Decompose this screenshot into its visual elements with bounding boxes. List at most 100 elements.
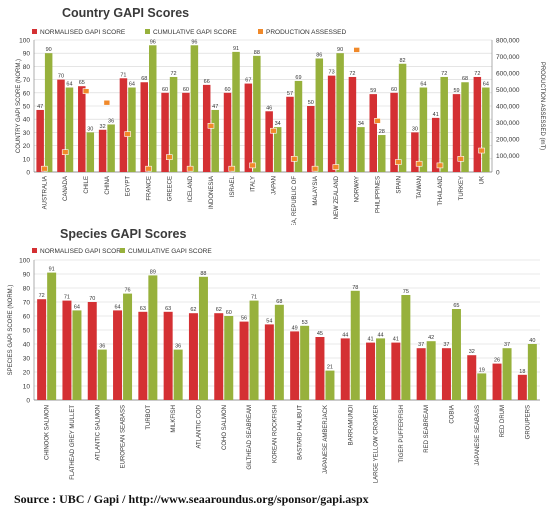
data-label: 60 — [162, 87, 168, 93]
x-tick-label: TAIWAN — [417, 176, 423, 199]
y-tick-label: 10 — [23, 384, 31, 391]
y-tick-label: 10 — [23, 156, 31, 163]
country-gapi-chart: 0 10 20 30 40 50 60 70 80 90 100 0 100,000 200,000 300… — [16, 29, 545, 225]
source-credit: Source : UBC / Gapi / http://www.seaarou… — [14, 492, 369, 506]
legend-label: CUMULATIVE GAPI SCORE — [153, 29, 237, 36]
marker-production-iceland — [186, 165, 194, 172]
data-label: 18 — [519, 369, 525, 375]
bar-normalised-canada — [57, 79, 65, 172]
y2-tick-label: 300,000 — [496, 120, 520, 127]
bar-normalised-barramundi — [340, 338, 350, 400]
x-tick-label: GROUPERS — [525, 405, 531, 439]
bar-cumulative-italy — [253, 55, 261, 173]
y2-tick-label: 400,000 — [496, 104, 520, 111]
bar-cumulative-greece — [169, 76, 178, 172]
data-label: 36 — [175, 344, 181, 350]
bar-cumulative-bastard-halibut — [300, 325, 310, 400]
bar-cumulative-tiger-pufferfish — [401, 295, 411, 400]
data-label: 64 — [129, 82, 135, 88]
y-tick-label: 100 — [19, 258, 30, 265]
y-tick-label: 80 — [23, 64, 31, 71]
x-tick-label: FLATHEAD GREY MULLET — [70, 405, 76, 480]
data-label: 54 — [266, 318, 272, 324]
data-label: 90 — [337, 47, 343, 53]
data-label: 65 — [79, 80, 85, 86]
y-tick-label: 30 — [23, 130, 31, 137]
marker-production-israel — [228, 165, 236, 172]
bar-normalised-israel — [223, 92, 232, 172]
x-tick-label: TURKEY — [459, 176, 465, 200]
bar-cumulative-malaysia — [315, 58, 324, 173]
x-tick-label: BASTARD HALIBUT — [298, 405, 304, 460]
data-label: 36 — [99, 344, 105, 350]
data-label: 21 — [327, 365, 333, 371]
y-tick-label: 50 — [23, 328, 31, 335]
data-label: 71 — [120, 72, 126, 78]
bar-normalised-chile — [78, 86, 86, 172]
bar-cumulative-korea-republic-of — [294, 80, 303, 172]
x-tick-label: JAPANESE AMBERJACK — [323, 405, 329, 474]
data-label: 90 — [46, 47, 52, 53]
x-tick-label: CHILE — [84, 176, 90, 194]
bar-normalised-flathead-grey-mullet — [62, 300, 72, 400]
data-label: 60 — [183, 87, 189, 93]
y2-tick-label: 0 — [496, 170, 500, 177]
y-tick-label: 0 — [26, 170, 30, 177]
data-label: 32 — [469, 349, 475, 355]
data-label: 78 — [352, 285, 358, 291]
bar-normalised-egypt — [119, 78, 128, 172]
data-label: 62 — [190, 307, 196, 313]
data-label: 56 — [241, 316, 247, 322]
bar-cumulative-indonesia — [211, 109, 219, 172]
data-label: 49 — [292, 325, 298, 331]
marker-production-spain — [395, 159, 402, 165]
marker-production-turkey — [457, 156, 465, 162]
data-label: 73 — [329, 70, 335, 76]
legend-label: NORMALISED GAPI SCORE — [40, 248, 126, 255]
bar-cumulative-barramundi — [350, 290, 360, 400]
x-tick-label: RED DRUM — [500, 405, 506, 437]
bar-normalised-atlantic-cod — [188, 313, 198, 400]
data-label: 64 — [114, 304, 120, 310]
data-label: 32 — [100, 124, 106, 130]
y-tick-label: 80 — [23, 286, 31, 293]
bar-cumulative-egypt — [128, 87, 136, 172]
bar-cumulative-korean-rockfish — [274, 304, 284, 400]
x-tick-label: COBIA — [449, 405, 455, 424]
data-label: 96 — [191, 39, 197, 45]
x-tick-label: GILTHEAD SEABREAM — [247, 405, 253, 470]
bar-cumulative-japanese-seabass — [477, 373, 487, 400]
x-tick-label: INDONESIA — [209, 176, 215, 209]
bar-normalised-japan — [265, 111, 273, 172]
bar-normalised-italy — [244, 83, 253, 172]
bar-cumulative-turbot — [148, 275, 158, 400]
x-tick-label: MILKFISH — [171, 405, 177, 433]
legend-label: CUMULATIVE GAPI SCORE — [128, 248, 212, 255]
bar-cumulative-australia — [44, 53, 53, 173]
bar-normalised-greece — [161, 92, 169, 172]
data-label: 57 — [287, 91, 293, 97]
marker-production-japan — [270, 127, 277, 134]
bar-normalised-large-yellow-croaker — [366, 342, 376, 400]
bar-normalised-tiger-pufferfish — [391, 342, 401, 400]
bar-cumulative-japanese-amberjack — [325, 370, 335, 400]
data-label: 59 — [453, 88, 459, 94]
data-label: 40 — [529, 338, 535, 344]
bar-normalised-china — [98, 129, 107, 172]
data-label: 66 — [204, 79, 210, 85]
data-label: 19 — [479, 367, 485, 373]
y-tick-label: 40 — [23, 117, 31, 124]
y-tick-label: 20 — [23, 370, 31, 377]
data-label: 30 — [412, 126, 418, 132]
bar-cumulative-chinook-salmon — [47, 272, 57, 400]
data-label: 75 — [403, 289, 409, 295]
data-label: 72 — [349, 71, 355, 77]
country-chart-title: Country GAPI Scores — [62, 6, 190, 20]
marker-production-indonesia — [207, 123, 215, 129]
bar-cumulative-red-seabream — [426, 341, 436, 400]
bar-normalised-thailand — [431, 117, 440, 172]
bar-normalised-atlantic-salmon — [87, 302, 97, 400]
data-label: 64 — [420, 82, 426, 88]
x-tick-label: NORWAY — [355, 176, 361, 202]
data-label: 59 — [370, 88, 376, 94]
